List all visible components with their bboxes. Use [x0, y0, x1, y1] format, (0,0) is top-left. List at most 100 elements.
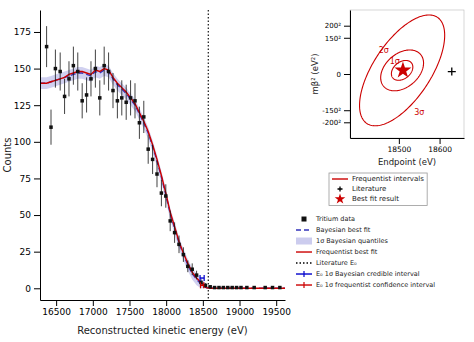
data-point [98, 96, 102, 100]
annotation: 3σ [414, 108, 424, 117]
tick-label: 18500 [387, 145, 411, 154]
interval-cap [200, 282, 201, 288]
band [40, 64, 285, 288]
tick-mark [129, 300, 130, 306]
tick-label: 150 [14, 64, 31, 74]
tick: -200² [322, 119, 350, 127]
y-axis-title: Counts [2, 138, 13, 173]
legend-label: Best fit result [352, 195, 399, 203]
tick: 16500 [42, 300, 71, 317]
legend-items: Tritium data Bayesian best fit 1σ Bayesian… [296, 215, 435, 289]
data-point [245, 286, 249, 290]
data-point [213, 286, 217, 290]
tick-mark [344, 74, 350, 75]
tick-label: 50 [20, 210, 32, 220]
tick: 125 [14, 101, 40, 111]
y-axis-title: mβ² (eV²) [310, 54, 320, 95]
data-point [208, 285, 212, 289]
tick: 0 [25, 284, 40, 294]
tick: 18500 [387, 138, 411, 154]
axis-line [351, 138, 465, 139]
data-point [67, 77, 71, 81]
legend-swatch [296, 229, 312, 230]
tick-label: 125 [14, 101, 31, 111]
data-point [239, 286, 243, 290]
data-point [89, 77, 93, 81]
legend-label: Frequentist best fit [316, 248, 378, 256]
tick-mark [399, 138, 400, 144]
data-point [226, 286, 230, 290]
data-point [49, 125, 53, 129]
chart: 1650017000175001800018500190001950002550… [0, 0, 474, 342]
tick-mark [240, 300, 241, 306]
data-point [133, 99, 137, 103]
tick: 17500 [116, 300, 145, 317]
legend-label: Frequentist intervals [352, 175, 424, 183]
legend-label: E₀ 1σ frequentist confidence interval [316, 281, 435, 289]
tick: 50 [20, 210, 40, 220]
data-point [190, 267, 194, 271]
data-point [45, 45, 49, 49]
tick: 175 [14, 27, 40, 37]
tick: 18500 [189, 300, 218, 317]
tick-mark [34, 252, 40, 253]
tick-mark [34, 142, 40, 143]
data-point [142, 115, 146, 119]
tick-label: 200² [325, 22, 341, 30]
tick-mark [166, 300, 167, 306]
tick: 0 [337, 71, 350, 79]
axis-line [40, 11, 41, 301]
fit-line [40, 69, 285, 289]
data-point [85, 93, 89, 97]
data-point [102, 64, 106, 68]
data-point [177, 243, 181, 247]
plot-area [360, 15, 456, 126]
x-axis-title: Endpoint (eV) [378, 157, 436, 167]
legend-item: E₀ 1σ Bayesian credible interval [296, 270, 420, 278]
tick-mark [34, 178, 40, 179]
legend-item: Bayesian best fit [296, 226, 371, 234]
plot-area [40, 10, 285, 300]
data-point [168, 219, 172, 223]
tick-label: 75 [20, 174, 31, 184]
data-point [151, 158, 155, 162]
data-point [94, 67, 98, 71]
data-point [116, 99, 120, 103]
tick: 150 [14, 64, 40, 74]
inset-plot: 1σ2σ3σ1850018600-200²-150²0150²200²Endpo… [310, 10, 465, 206]
tick-mark [93, 300, 94, 306]
data-point [235, 286, 239, 290]
data-point [129, 96, 133, 100]
tick-mark [34, 105, 40, 106]
interval-cap [199, 275, 200, 281]
data-point [173, 231, 177, 235]
tick: 19500 [262, 300, 291, 317]
data-point [278, 286, 282, 290]
tick: 18000 [152, 300, 181, 317]
data-point [217, 286, 221, 290]
legend-swatch [335, 193, 346, 203]
legend-item: Best fit result [335, 193, 399, 203]
tick-mark [344, 26, 350, 27]
tick-mark [34, 69, 40, 70]
data-point [72, 64, 76, 68]
legend-item: E₀ 1σ frequentist confidence interval [296, 281, 435, 289]
data-point [155, 172, 159, 176]
tick-mark [34, 215, 40, 216]
tick-label: 19000 [226, 307, 255, 317]
tick-mark [344, 122, 350, 123]
contour [360, 15, 445, 126]
legend-swatch [303, 271, 304, 277]
data-point [63, 95, 66, 99]
tick-mark [203, 300, 204, 306]
legend-label: 1σ Bayesian quantiles [316, 237, 388, 245]
interval [200, 282, 203, 288]
tick: 19000 [226, 300, 255, 317]
legend-item: 1σ Bayesian quantiles [296, 237, 388, 245]
axis-line [350, 11, 351, 139]
tick-label: 17500 [116, 307, 145, 317]
legend-item: Tritium data [302, 215, 356, 223]
tick-label: -200² [322, 119, 341, 127]
tick: 17000 [79, 300, 108, 317]
legend-swatch [332, 178, 348, 179]
